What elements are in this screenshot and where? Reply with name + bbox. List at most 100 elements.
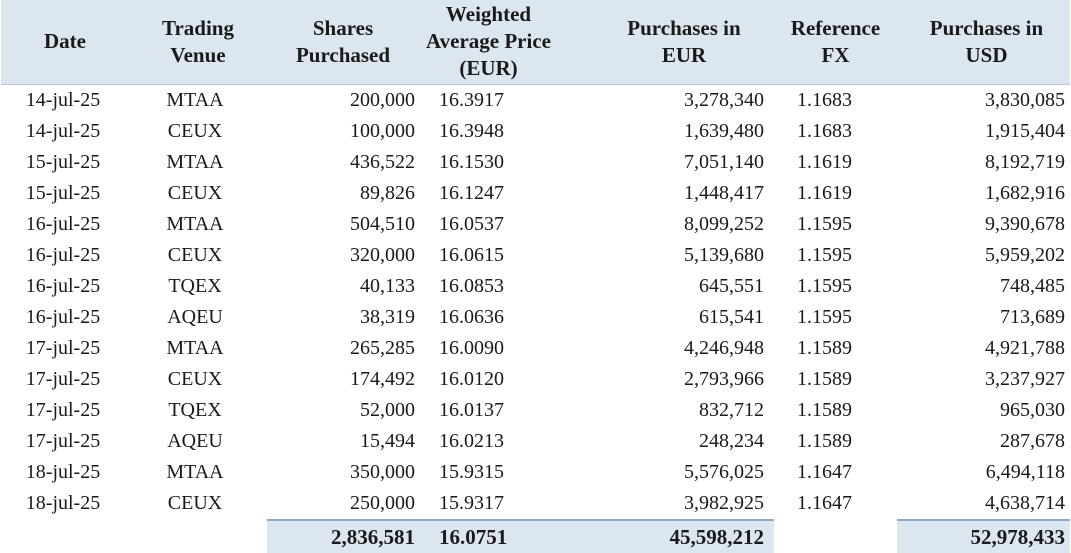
cell-price: 16.0090 bbox=[439, 336, 504, 359]
cell-eur: 1,639,480 bbox=[684, 119, 764, 142]
table-row: 17-jul-25 TQEX 52,000 16.0137 832,712 1.… bbox=[1, 395, 1070, 426]
cell-date: 16-jul-25 bbox=[25, 305, 101, 328]
table-row: 16-jul-25 CEUX 320,000 16.0615 5,139,680… bbox=[1, 240, 1070, 271]
table-row: 18-jul-25 CEUX 250,000 15.9317 3,982,925… bbox=[1, 488, 1070, 520]
table-row: 17-jul-25 MTAA 265,285 16.0090 4,246,948… bbox=[1, 333, 1070, 364]
cell-eur: 1,448,417 bbox=[684, 181, 764, 204]
cell-price: 16.0137 bbox=[439, 398, 504, 421]
cell-venue: MTAA bbox=[166, 336, 224, 359]
header-eur-line2: EUR bbox=[661, 42, 707, 67]
cell-usd: 8,192,719 bbox=[985, 150, 1065, 173]
cell-date: 14-jul-25 bbox=[25, 119, 101, 142]
cell-fx: 1.1595 bbox=[797, 274, 852, 297]
cell-fx: 1.1589 bbox=[797, 398, 852, 421]
cell-eur: 8,099,252 bbox=[684, 212, 764, 235]
cell-shares: 89,826 bbox=[360, 181, 415, 204]
cell-usd: 748,485 bbox=[1000, 274, 1065, 297]
cell-date: 18-jul-25 bbox=[25, 492, 101, 514]
cell-venue: TQEX bbox=[168, 398, 222, 421]
cell-eur: 3,278,340 bbox=[684, 88, 764, 111]
cell-shares: 52,000 bbox=[360, 398, 415, 421]
cell-price: 16.0120 bbox=[439, 367, 504, 390]
cell-venue: CEUX bbox=[167, 367, 223, 390]
table-row: 16-jul-25 MTAA 504,510 16.0537 8,099,252… bbox=[1, 209, 1070, 240]
cell-venue: MTAA bbox=[166, 212, 224, 235]
total-shares: 2,836,581 bbox=[267, 518, 419, 553]
cell-venue: MTAA bbox=[166, 460, 224, 483]
cell-eur: 5,139,680 bbox=[684, 243, 764, 266]
header-weighted-average-price: Weighted Average Price (EUR) bbox=[419, 0, 558, 85]
cell-usd: 965,030 bbox=[1000, 398, 1065, 421]
header-purchases-eur: Purchases in EUR bbox=[558, 0, 774, 85]
cell-shares: 320,000 bbox=[350, 243, 415, 266]
cell-price: 16.0213 bbox=[439, 429, 504, 452]
table-header: Date Trading Venue Shares Purchased Weig… bbox=[1, 0, 1070, 85]
table-row: 16-jul-25 TQEX 40,133 16.0853 645,551 1.… bbox=[1, 271, 1070, 302]
header-shares-line2: Purchased bbox=[295, 42, 391, 67]
header-fx-line2: FX bbox=[821, 42, 850, 67]
cell-eur: 4,246,948 bbox=[684, 336, 764, 359]
cell-usd: 3,237,927 bbox=[985, 367, 1065, 390]
cell-usd: 1,682,916 bbox=[985, 181, 1065, 204]
cell-eur: 5,576,025 bbox=[684, 460, 764, 483]
cell-price: 16.1247 bbox=[439, 181, 504, 204]
cell-fx: 1.1647 bbox=[797, 492, 852, 514]
table-row: 15-jul-25 CEUX 89,826 16.1247 1,448,417 … bbox=[1, 178, 1070, 209]
cell-eur: 615,541 bbox=[699, 305, 764, 328]
cell-shares: 350,000 bbox=[350, 460, 415, 483]
cell-venue: AQEU bbox=[167, 305, 223, 328]
cell-shares: 174,492 bbox=[350, 367, 415, 390]
cell-price: 16.1530 bbox=[439, 150, 504, 173]
cell-shares: 250,000 bbox=[350, 491, 415, 514]
total-fx-blank bbox=[774, 519, 897, 553]
cell-fx: 1.1595 bbox=[797, 212, 852, 235]
cell-usd: 4,638,714 bbox=[985, 491, 1065, 514]
header-date-label: Date bbox=[44, 29, 86, 54]
cell-usd: 9,390,678 bbox=[985, 212, 1065, 235]
cell-eur: 248,234 bbox=[699, 429, 764, 452]
cell-fx: 1.1589 bbox=[797, 429, 852, 452]
table-row: 17-jul-25 CEUX 174,492 16.0120 2,793,966… bbox=[1, 364, 1070, 395]
cell-date: 17-jul-25 bbox=[25, 336, 101, 359]
cell-usd: 1,915,404 bbox=[985, 119, 1065, 142]
cell-venue: CEUX bbox=[167, 119, 223, 142]
header-eur-line1: Purchases in bbox=[627, 15, 741, 40]
cell-venue: MTAA bbox=[166, 150, 224, 173]
header-price-line1: Weighted bbox=[445, 2, 532, 27]
cell-price: 16.0537 bbox=[439, 212, 504, 235]
cell-eur: 2,793,966 bbox=[684, 367, 764, 390]
cell-fx: 1.1647 bbox=[797, 460, 852, 483]
cell-venue: CEUX bbox=[167, 243, 223, 266]
header-date: Date bbox=[1, 0, 129, 85]
cell-date: 17-jul-25 bbox=[25, 429, 101, 452]
cell-date: 16-jul-25 bbox=[25, 212, 101, 235]
cell-price: 15.9315 bbox=[439, 460, 504, 483]
cell-shares: 15,494 bbox=[360, 429, 415, 452]
cell-price: 16.0853 bbox=[439, 274, 504, 297]
cell-shares: 504,510 bbox=[350, 212, 415, 235]
header-usd-line2: USD bbox=[965, 42, 1008, 67]
cell-date: 14-jul-25 bbox=[25, 88, 101, 111]
total-venue-blank bbox=[129, 519, 267, 553]
header-trading-venue-line1: Trading bbox=[162, 15, 234, 40]
totals-row: 2,836,581 16.0751 45,598,212 52,978,433 bbox=[1, 518, 1070, 553]
header-row: Date Trading Venue Shares Purchased Weig… bbox=[1, 0, 1070, 85]
cell-shares: 265,285 bbox=[350, 336, 415, 359]
header-purchases-usd: Purchases in USD bbox=[897, 0, 1070, 85]
table-row: 18-jul-25 MTAA 350,000 15.9315 5,576,025… bbox=[1, 457, 1070, 488]
cell-fx: 1.1595 bbox=[797, 305, 852, 328]
cell-venue: CEUX bbox=[167, 181, 223, 204]
header-price-line2: Average Price bbox=[426, 29, 551, 54]
header-price-line3: (EUR) bbox=[459, 56, 518, 81]
cell-date: 18-jul-25 bbox=[25, 460, 101, 483]
total-usd: 52,978,433 bbox=[897, 518, 1070, 553]
cell-price: 15.9317 bbox=[439, 491, 504, 514]
cell-price: 16.0615 bbox=[439, 243, 504, 266]
cell-fx: 1.1619 bbox=[797, 150, 852, 173]
total-eur: 45,598,212 bbox=[558, 518, 774, 553]
table-row: 16-jul-25 AQEU 38,319 16.0636 615,541 1.… bbox=[1, 302, 1070, 333]
header-usd-line1: Purchases in bbox=[929, 15, 1044, 40]
cell-usd: 4,921,788 bbox=[985, 336, 1065, 359]
header-fx-line1: Reference bbox=[790, 15, 881, 40]
